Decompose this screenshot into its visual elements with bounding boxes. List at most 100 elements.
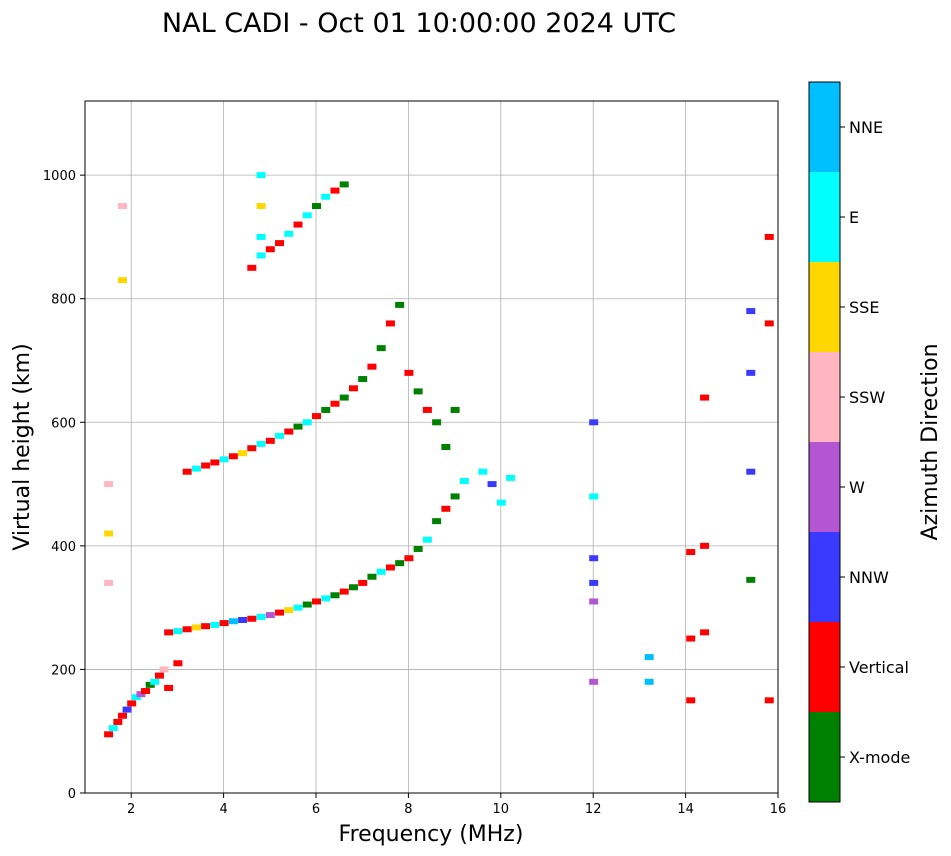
- echo-point: [108, 725, 118, 732]
- echo-point: [210, 459, 220, 466]
- echo-point: [312, 203, 321, 210]
- echo-point: [201, 462, 211, 469]
- colorbar-label: Vertical: [849, 658, 909, 677]
- y-tick-label: 400: [51, 540, 76, 555]
- echo-point: [330, 592, 340, 599]
- echo-point: [293, 423, 303, 430]
- echo-point: [164, 684, 174, 691]
- echo-pixels: [104, 172, 774, 738]
- echo-point: [432, 518, 442, 525]
- echo-point: [238, 450, 248, 457]
- echo-point: [238, 617, 248, 623]
- echo-point: [159, 666, 169, 673]
- echo-point: [686, 697, 696, 704]
- echo-point: [256, 172, 266, 179]
- echo-point: [293, 604, 303, 611]
- echo-point: [228, 453, 238, 460]
- echo-point: [339, 588, 349, 595]
- echo-point: [413, 388, 423, 395]
- echo-point: [247, 615, 257, 622]
- echo-point: [700, 394, 710, 401]
- echo-point: [182, 468, 192, 475]
- colorbar-segment: [809, 82, 840, 172]
- colorbar-segment: [809, 532, 840, 622]
- echo-point: [367, 363, 377, 370]
- echo-point: [117, 712, 127, 719]
- echo-point: [686, 635, 696, 642]
- echo-point: [219, 456, 229, 463]
- echo-point: [589, 598, 599, 605]
- y-tick-label: 600: [51, 416, 76, 431]
- echo-point: [764, 233, 774, 240]
- y-tick-label: 200: [51, 663, 76, 678]
- echo-point: [136, 691, 146, 698]
- echo-point: [256, 252, 266, 259]
- colorbar-label: X-mode: [849, 748, 910, 767]
- echo-point: [141, 688, 151, 695]
- echo-point: [265, 612, 275, 619]
- echo-point: [256, 233, 266, 240]
- echo-point: [395, 560, 405, 567]
- colorbar-label: W: [849, 478, 865, 497]
- echo-point: [385, 564, 395, 571]
- echo-point: [312, 413, 321, 420]
- echo-point: [478, 468, 488, 475]
- x-axis-ticks: 2 4 6 8 10 12 14 16: [127, 793, 786, 817]
- echo-point: [154, 672, 164, 679]
- echo-point: [358, 376, 368, 383]
- x-tick-label: 14: [677, 802, 694, 817]
- echo-point: [284, 230, 294, 237]
- echo-point: [228, 618, 238, 625]
- echo-point: [496, 499, 506, 506]
- echo-point: [117, 277, 127, 284]
- echo-point: [686, 549, 696, 556]
- x-tick-label: 8: [404, 802, 412, 817]
- echo-point: [644, 678, 654, 685]
- echo-point: [275, 609, 285, 616]
- x-tick-label: 4: [219, 802, 227, 817]
- echo-point: [746, 308, 756, 315]
- echo-point: [131, 694, 141, 701]
- echo-point: [256, 440, 266, 447]
- x-tick-label: 16: [770, 802, 787, 817]
- echo-point: [191, 465, 201, 472]
- grid-lines: [85, 101, 779, 794]
- echo-point: [459, 477, 469, 484]
- echo-point: [127, 700, 137, 707]
- echo-point: [385, 320, 395, 327]
- echo-point: [348, 385, 358, 392]
- echo-point: [173, 660, 183, 667]
- x-tick-label: 12: [585, 802, 602, 817]
- echo-point: [247, 264, 257, 271]
- echo-point: [117, 203, 127, 210]
- echo-point: [589, 678, 599, 685]
- echo-point: [450, 406, 460, 413]
- colorbar-segment: [809, 262, 840, 352]
- echo-point: [113, 718, 123, 725]
- colorbar-labels: X-mode Vertical NNW W SSW SSE E NNE: [840, 118, 910, 767]
- echo-point: [275, 432, 285, 439]
- echo-point: [122, 706, 132, 713]
- echo-point: [746, 468, 756, 475]
- echo-point: [321, 595, 331, 602]
- colorbar-segment: [809, 352, 840, 442]
- echo-point: [191, 624, 201, 631]
- echo-point: [145, 681, 155, 688]
- echo-point: [764, 320, 774, 327]
- echo-point: [339, 394, 349, 401]
- y-tick-label: 0: [68, 787, 76, 802]
- colorbar-segment: [809, 622, 840, 712]
- colorbar-segments: [809, 82, 840, 802]
- colorbar-segment: [809, 712, 840, 802]
- echo-point: [330, 400, 340, 407]
- chart-title: NAL CADI - Oct 01 10:00:00 2024 UTC: [162, 8, 676, 39]
- echo-point: [164, 629, 174, 636]
- y-axis-label: Virtual height (km): [10, 343, 35, 550]
- echo-point: [376, 345, 386, 352]
- colorbar-segment: [809, 442, 840, 532]
- echo-point: [265, 246, 275, 253]
- colorbar: X-mode Vertical NNW W SSW SSE E NNE Azimuth Dir…: [808, 81, 943, 803]
- echo-point: [422, 406, 432, 413]
- echo-point: [104, 731, 114, 738]
